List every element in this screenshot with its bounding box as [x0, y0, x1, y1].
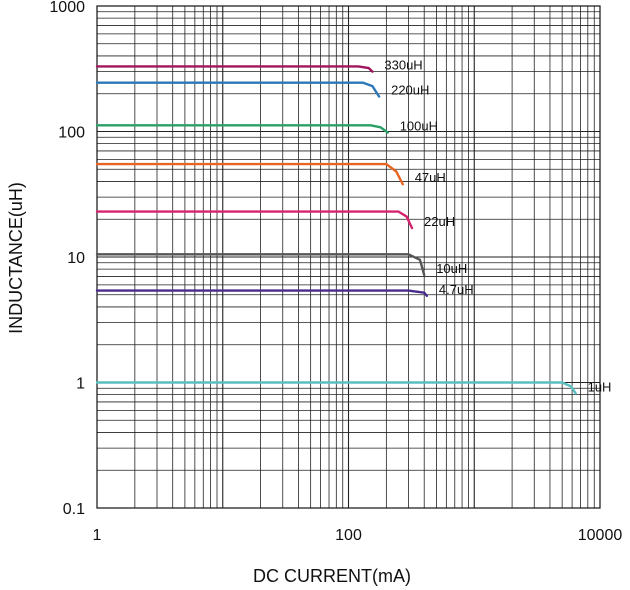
series-label-10uH: 10uH [436, 261, 467, 276]
series-label-100uH: 100uH [400, 119, 438, 134]
y-tick-label: 10 [67, 250, 85, 267]
x-tick-label: 10000 [578, 527, 623, 544]
y-tick-label: 100 [58, 125, 85, 142]
x-axis-title: DC CURRENT(mA) [253, 566, 411, 586]
series-line-100uH [95, 124, 389, 134]
y-tick-label: 1000 [49, 0, 85, 16]
series-line-330uH [95, 65, 374, 73]
x-tick-label: 1 [93, 527, 102, 544]
series-line-47uH [95, 162, 404, 186]
series-label-330uH: 330uH [384, 58, 422, 73]
series-line-4.7uH [95, 289, 429, 298]
series-line-220uH [95, 81, 381, 98]
series-label-220uH: 220uH [391, 83, 429, 98]
y-axis-title: INDUCTANCE(uH) [6, 182, 26, 334]
series-label-4.7uH: 4.7uH [439, 282, 474, 297]
series-line-22uH [95, 210, 414, 230]
series-labels: 330uH 220uH 100uH 47uH 22uH 10uH 4.7uH 1uH [384, 58, 611, 395]
series-line-1uH [95, 381, 577, 395]
series-label-22uH: 22uH [424, 214, 455, 229]
series-label-1uH: 1uH [588, 379, 612, 394]
series-line-10uH [95, 253, 426, 277]
series-label-47uH: 47uH [415, 170, 446, 185]
tick-labels: 1 100 10000 0.1 1 10 100 1000 [49, 0, 622, 544]
x-tick-label: 100 [335, 527, 362, 544]
grid-layer [97, 6, 600, 508]
plot-frame [96, 5, 601, 509]
y-tick-label: 0.1 [63, 501, 85, 518]
series-layer [95, 65, 577, 395]
y-tick-label: 1 [76, 376, 85, 393]
